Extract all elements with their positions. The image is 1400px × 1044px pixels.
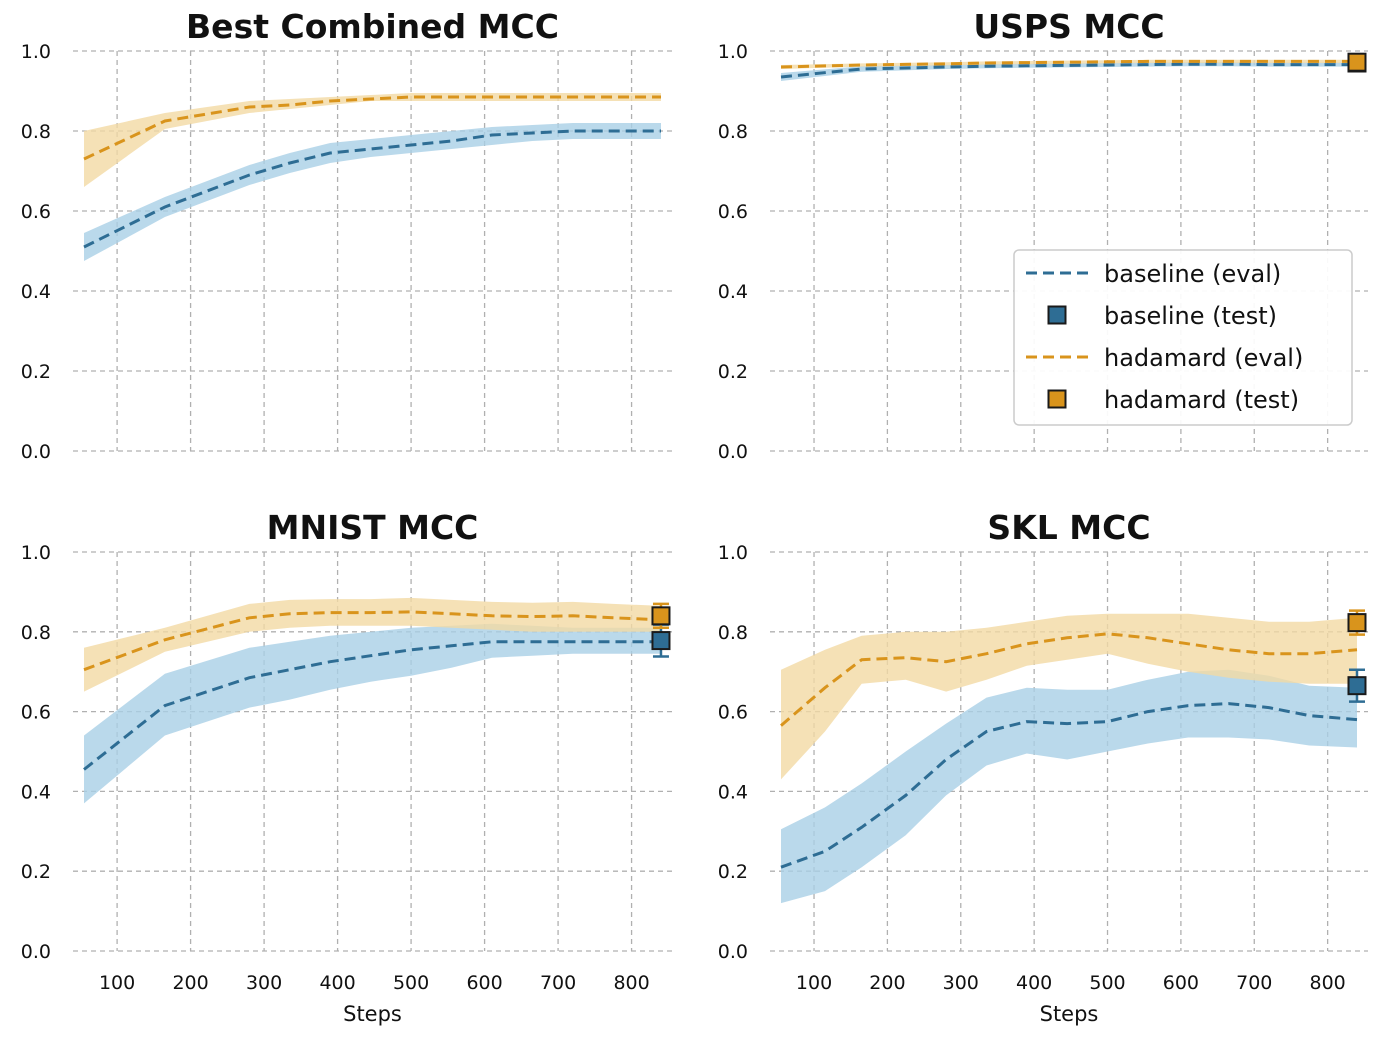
baseline-confidence-band bbox=[781, 669, 1357, 904]
chart-title: USPS MCC bbox=[973, 7, 1164, 46]
x-tick-label: 800 bbox=[613, 972, 649, 994]
x-tick-label: 600 bbox=[1163, 972, 1199, 994]
chart-title: MNIST MCC bbox=[267, 508, 479, 547]
x-tick-label: 400 bbox=[1016, 972, 1052, 994]
baseline-test-marker bbox=[1347, 676, 1367, 696]
x-tick-label: 700 bbox=[1236, 972, 1272, 994]
chart-panel-3: 0.0 0.2 0.4 0.6 0.8 1.0 100 200 300 400 500 600 700 8… bbox=[21, 508, 672, 1026]
y-tick-label: 0.0 bbox=[21, 441, 51, 463]
y-tick-label: 1.0 bbox=[21, 542, 51, 564]
x-axis-label: Steps bbox=[343, 1002, 402, 1026]
y-tick-label: 0.0 bbox=[718, 441, 748, 463]
legend: baseline (eval) baseline (test) hadamard (… bbox=[1013, 249, 1353, 426]
hadamard-legend-marker-swatch bbox=[1047, 389, 1067, 409]
y-tick-label: 1.0 bbox=[21, 41, 51, 63]
x-tick-label: 200 bbox=[869, 972, 905, 994]
baseline-eval-line bbox=[780, 62, 1357, 79]
hadamard-test-marker bbox=[1347, 52, 1367, 72]
hadamard-confidence-band bbox=[84, 597, 661, 692]
legend-box bbox=[1013, 249, 1353, 426]
x-tick-label: 500 bbox=[393, 972, 429, 994]
hadamard-eval-line bbox=[83, 95, 661, 161]
y-tick-label: 0.8 bbox=[718, 121, 748, 143]
legend-label: baseline (eval) bbox=[1104, 260, 1281, 288]
legend-label: hadamard (eval) bbox=[1104, 344, 1303, 372]
hadamard-confidence-band bbox=[781, 613, 1357, 780]
y-tick-label: 0.4 bbox=[21, 281, 51, 303]
legend-label: hadamard (test) bbox=[1104, 386, 1299, 414]
hadamard-eval-line bbox=[83, 610, 662, 672]
baseline-eval-line bbox=[780, 702, 1358, 869]
chart-title: SKL MCC bbox=[987, 508, 1150, 547]
x-tick-label: 400 bbox=[319, 972, 355, 994]
y-tick-label: 0.4 bbox=[718, 281, 748, 303]
y-tick-label: 0.2 bbox=[718, 361, 748, 383]
y-tick-label: 0.2 bbox=[21, 861, 51, 883]
y-tick-label: 0.4 bbox=[718, 781, 748, 803]
legend-label: baseline (test) bbox=[1104, 302, 1277, 330]
baseline-test-marker bbox=[651, 631, 671, 651]
baseline-eval-line bbox=[83, 129, 661, 249]
y-tick-label: 0.0 bbox=[718, 941, 748, 963]
chart-panel-1: 0.0 0.2 0.4 0.6 0.8 1.0 Best Combined MCC bbox=[21, 7, 672, 463]
y-tick-label: 0.6 bbox=[21, 201, 51, 223]
y-tick-label: 0.6 bbox=[718, 702, 748, 724]
baseline-confidence-band bbox=[84, 123, 661, 261]
y-tick-label: 0.4 bbox=[21, 781, 51, 803]
x-tick-label: 700 bbox=[540, 972, 576, 994]
hadamard-test-marker bbox=[651, 606, 671, 626]
x-tick-label: 500 bbox=[1089, 972, 1125, 994]
hadamard-eval-line bbox=[780, 632, 1358, 727]
x-tick-label: 800 bbox=[1310, 972, 1346, 994]
hadamard-confidence-band bbox=[84, 93, 661, 187]
baseline-confidence-band bbox=[84, 623, 661, 804]
hadamard-test-marker bbox=[1347, 613, 1367, 633]
x-tick-label: 200 bbox=[172, 972, 208, 994]
y-tick-label: 0.8 bbox=[21, 622, 51, 644]
baseline-eval-line bbox=[83, 640, 661, 771]
x-tick-label: 300 bbox=[943, 972, 979, 994]
y-tick-label: 0.6 bbox=[718, 201, 748, 223]
y-tick-label: 0.6 bbox=[21, 702, 51, 724]
x-axis-label: Steps bbox=[1040, 1002, 1099, 1026]
x-tick-label: 600 bbox=[466, 972, 502, 994]
x-tick-label: 100 bbox=[99, 972, 135, 994]
x-tick-label: 100 bbox=[796, 972, 832, 994]
y-tick-label: 0.8 bbox=[21, 121, 51, 143]
baseline-legend-marker-swatch bbox=[1047, 305, 1067, 325]
y-tick-label: 1.0 bbox=[718, 41, 748, 63]
chart-title: Best Combined MCC bbox=[186, 7, 559, 46]
y-tick-label: 1.0 bbox=[718, 542, 748, 564]
chart-panel-2: 0.0 0.2 0.4 0.6 0.8 1.0 USPS MCC baseline (eval… bbox=[718, 7, 1368, 463]
y-tick-label: 0.0 bbox=[21, 941, 51, 963]
y-tick-label: 0.2 bbox=[718, 861, 748, 883]
x-tick-label: 300 bbox=[246, 972, 282, 994]
y-tick-label: 0.2 bbox=[21, 361, 51, 383]
y-tick-label: 0.8 bbox=[718, 622, 748, 644]
chart-panel-4: 0.0 0.2 0.4 0.6 0.8 1.0 100 200 300 400 500 600 700 8… bbox=[718, 508, 1368, 1026]
hadamard-eval-line bbox=[780, 59, 1357, 69]
